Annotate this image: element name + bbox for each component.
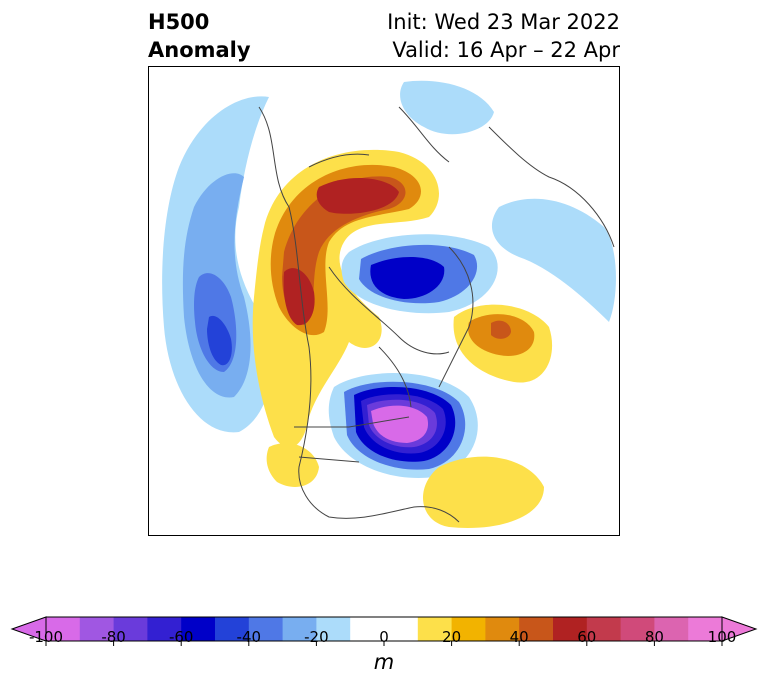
colorbar-bin (147, 617, 182, 641)
colorbar-bin (282, 617, 317, 641)
colorbar-bin (519, 617, 554, 641)
colorbar-bin (586, 617, 622, 641)
colorbar-tick-label: 0 (379, 628, 389, 646)
colorbar-bin (654, 617, 689, 641)
init-date: Init: Wed 23 Mar 2022 (387, 10, 620, 34)
positive-anomaly-canada-core-west (283, 268, 315, 326)
colorbar-tick-label: 40 (509, 628, 529, 646)
chart-title: H500 Anomaly (148, 8, 251, 64)
colorbar-tick-label: -20 (304, 628, 329, 646)
colorbar-bin (316, 617, 351, 641)
colorbar-bin (181, 617, 216, 641)
colorbar-bin (248, 617, 284, 641)
title-line-1: H500 (148, 10, 210, 34)
colorbar-tick-label: -80 (101, 628, 126, 646)
colorbar-tick-label: -40 (236, 628, 262, 646)
colorbar-bin (553, 617, 588, 641)
map-svg (162, 80, 616, 528)
colorbar-bin (113, 617, 148, 641)
positive-anomaly-canada-high (282, 176, 406, 325)
valid-range: Valid: 16 Apr – 22 Apr (392, 38, 620, 62)
negative-anomaly-hudson-core (371, 405, 429, 443)
positive-anomaly-southwest (266, 443, 319, 487)
date-info: Init: Wed 23 Mar 2022 Valid: 16 Apr – 22… (387, 8, 620, 64)
colorbar-bin (485, 617, 520, 641)
colorbar-bin (620, 617, 655, 641)
colorbar-tick-label: -100 (28, 628, 64, 646)
colorbar-tick-label: 100 (707, 628, 737, 646)
colorbar-unit-label: m (373, 650, 395, 674)
positive-anomaly-southeast (422, 456, 544, 528)
title-line-2: Anomaly (148, 38, 251, 62)
colorbar-bin (46, 617, 81, 641)
colorbar (10, 616, 758, 646)
positive-anomaly-atlantic-core (491, 320, 511, 339)
negative-anomaly-greenland-core (370, 257, 445, 299)
negative-anomaly-eurasia (491, 198, 616, 322)
colorbar-tick-label: 80 (644, 628, 664, 646)
colorbar-tick-label: 20 (442, 628, 462, 646)
colorbar-bin (350, 617, 385, 641)
colorbar-bin (79, 617, 115, 641)
colorbar-tick-label: 60 (577, 628, 597, 646)
negative-anomaly-arctic (400, 80, 494, 135)
colorbar-bin (384, 617, 419, 641)
colorbar-tick-label: -60 (168, 628, 194, 646)
colorbar-bin (451, 617, 486, 641)
anomaly-map (148, 66, 620, 536)
colorbar-bin (215, 617, 250, 641)
negative-anomaly-pacific-core (207, 315, 232, 366)
positive-anomaly-canada-core-north (316, 177, 399, 214)
colorbar-bin (688, 617, 723, 641)
coastlines (258, 106, 615, 523)
colorbar-bin (417, 617, 453, 641)
